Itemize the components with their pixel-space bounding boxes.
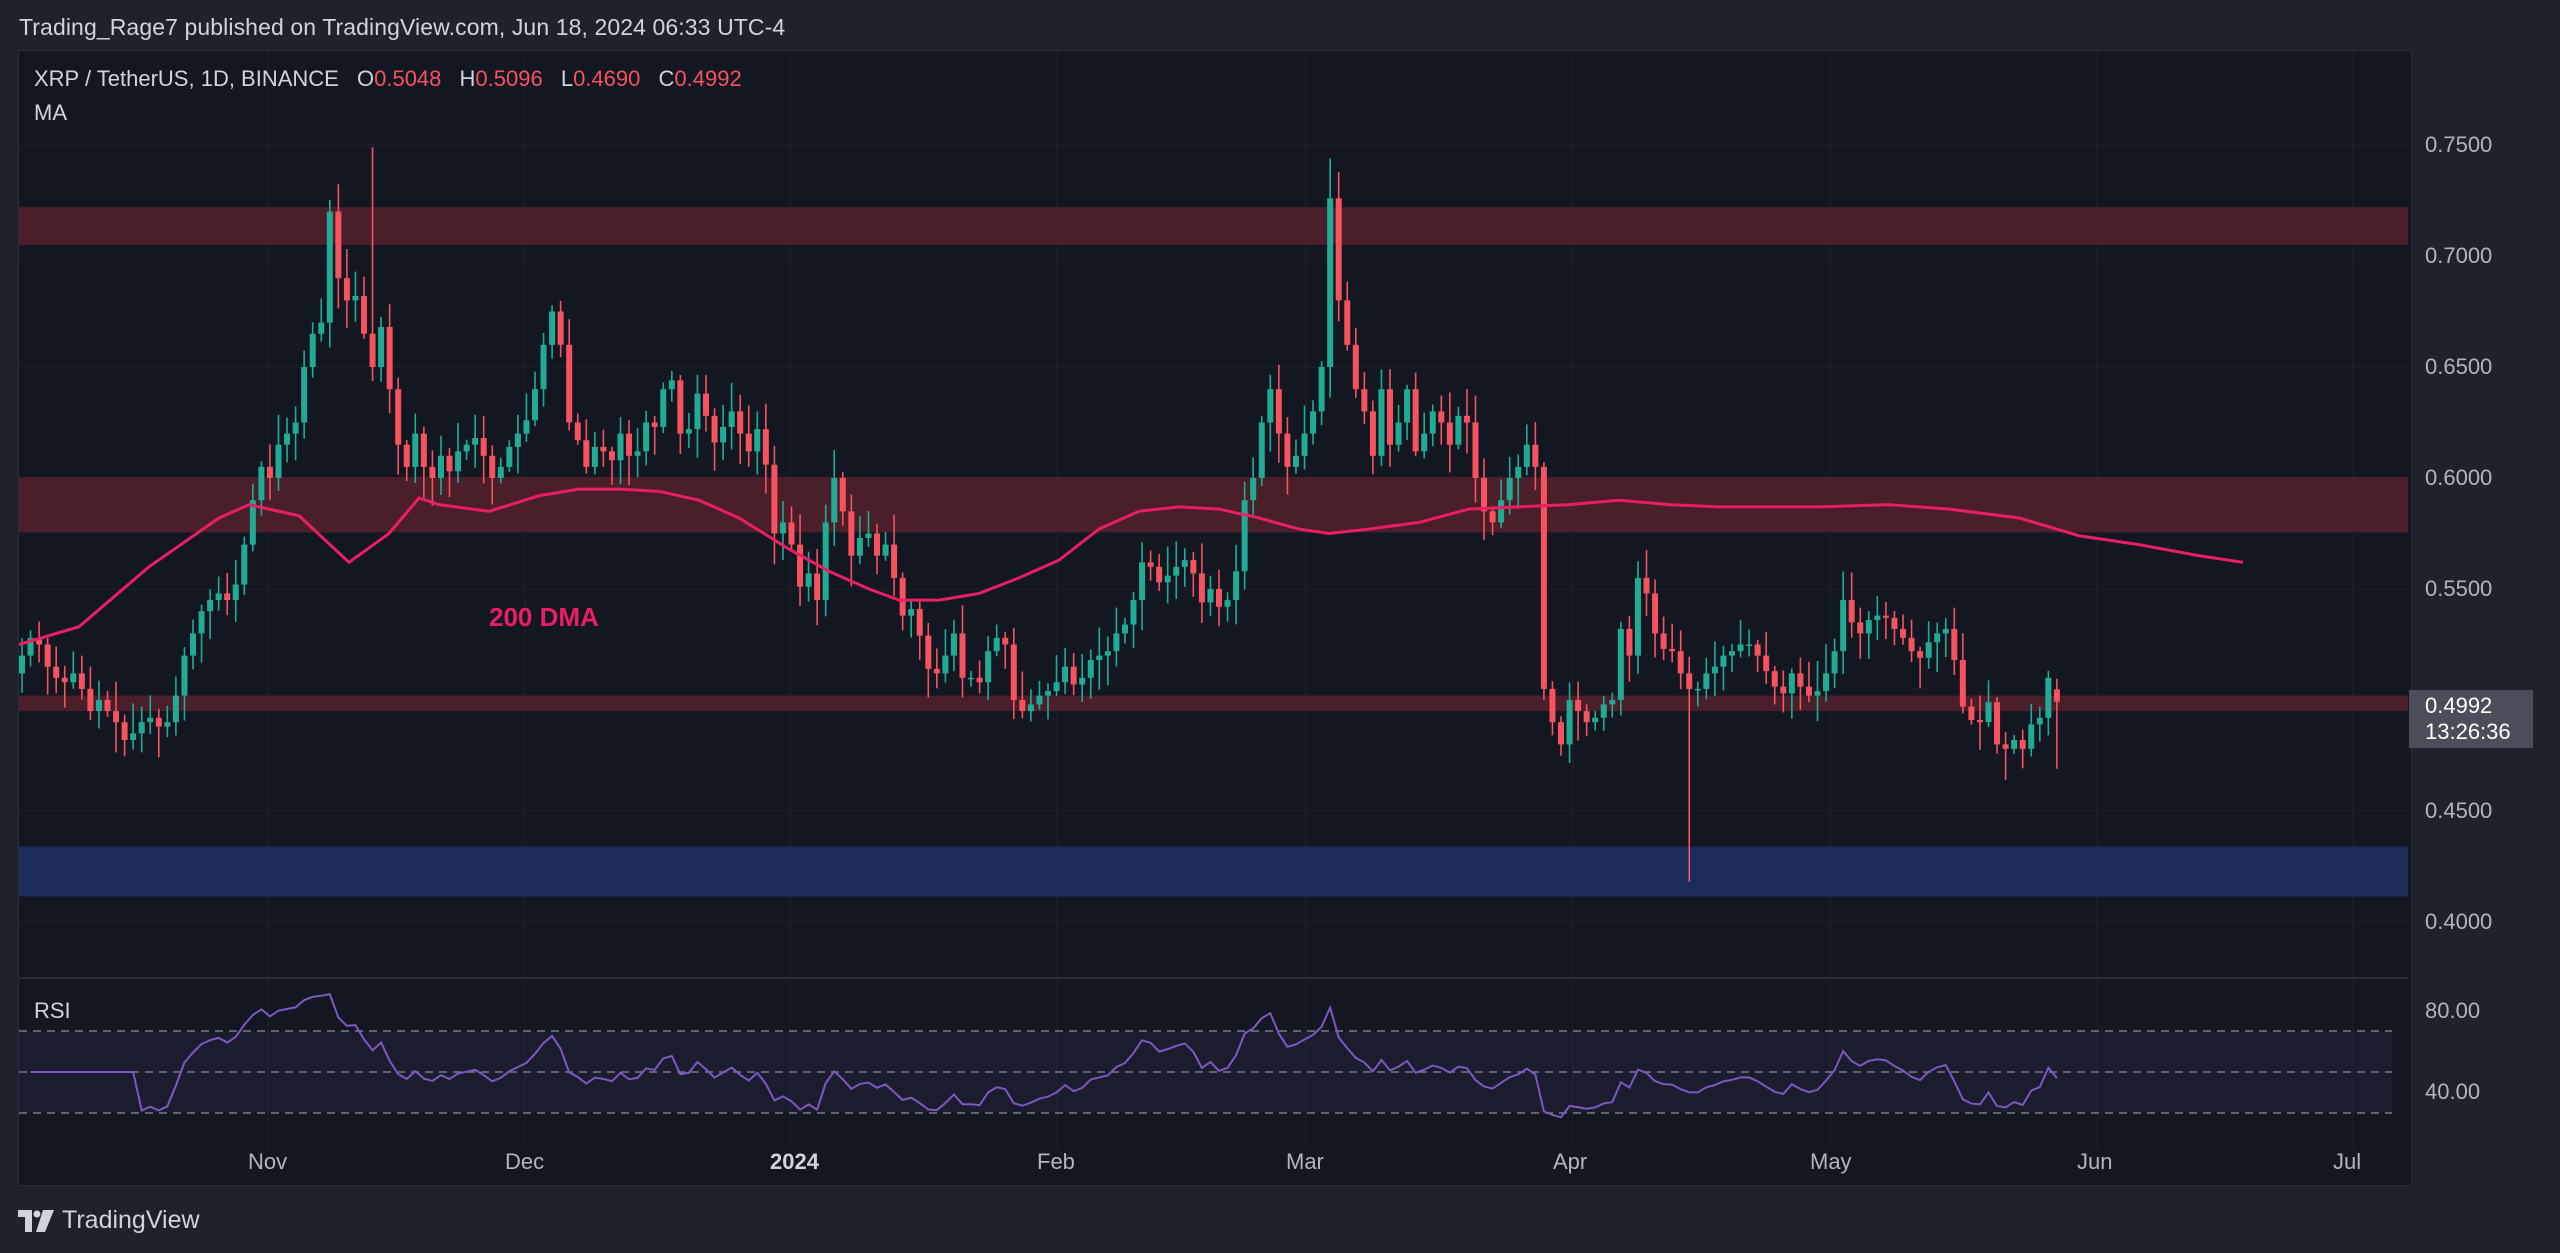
brand-name: TradingView [62, 1206, 200, 1234]
footer-brand[interactable]: TradingView [18, 1206, 200, 1235]
price-tick: 0.5500 [2425, 576, 2493, 601]
time-tick: Feb [1037, 1149, 1075, 1174]
low-label: L [560, 66, 574, 91]
low-value: 0.4690 [573, 66, 641, 91]
time-tick: Apr [1553, 1149, 1588, 1174]
time-tick: 2024 [770, 1149, 819, 1174]
price-tick: 0.6000 [2425, 465, 2493, 490]
high-value: 0.5096 [475, 66, 543, 91]
bar-countdown: 13:26:36 [2425, 719, 2511, 744]
rsi-indicator-label[interactable]: RSI [34, 998, 71, 1023]
rsi-tick: 80.00 [2425, 998, 2481, 1023]
symbol-title[interactable]: XRP / TetherUS, 1D, BINANCE [34, 66, 339, 91]
open-label: O [356, 66, 375, 91]
open-value: 0.5048 [374, 66, 442, 91]
price-tick: 0.7000 [2425, 243, 2493, 268]
price-tick: 0.4000 [2425, 909, 2493, 934]
close-label: C [658, 66, 675, 91]
ma-indicator-label[interactable]: MA [34, 100, 67, 125]
rsi-tick: 40.00 [2425, 1079, 2481, 1104]
time-tick: May [1810, 1149, 1852, 1174]
zone-resistance-0.59 [19, 476, 2408, 533]
dma-annotation: 200 DMA [489, 602, 599, 632]
symbol-legend: XRP / TetherUS, 1D, BINANCE O0.5048 H0.5… [34, 66, 742, 92]
price-tick: 0.7500 [2425, 132, 2493, 157]
time-tick: Jul [2333, 1149, 2362, 1174]
time-tick: Nov [248, 1149, 288, 1174]
last-price-tag: 0.4992 13:26:36 [2409, 690, 2533, 748]
zone-demand-0.42 [19, 846, 2408, 897]
zone-support-0.50 [19, 695, 2408, 712]
high-label: H [459, 66, 476, 91]
last-price: 0.4992 [2425, 693, 2493, 718]
price-tick: 0.4500 [2425, 798, 2493, 823]
time-tick: Dec [505, 1149, 545, 1174]
time-tick: Jun [2077, 1149, 2113, 1174]
publisher-line: Trading_Rage7 published on TradingView.c… [19, 14, 786, 40]
zone-resistance-0.71 [19, 207, 2408, 245]
time-tick: Mar [1286, 1149, 1324, 1174]
price-tick: 0.6500 [2425, 354, 2493, 379]
tradingview-logo-icon [18, 1209, 54, 1232]
close-value: 0.4992 [674, 66, 742, 91]
